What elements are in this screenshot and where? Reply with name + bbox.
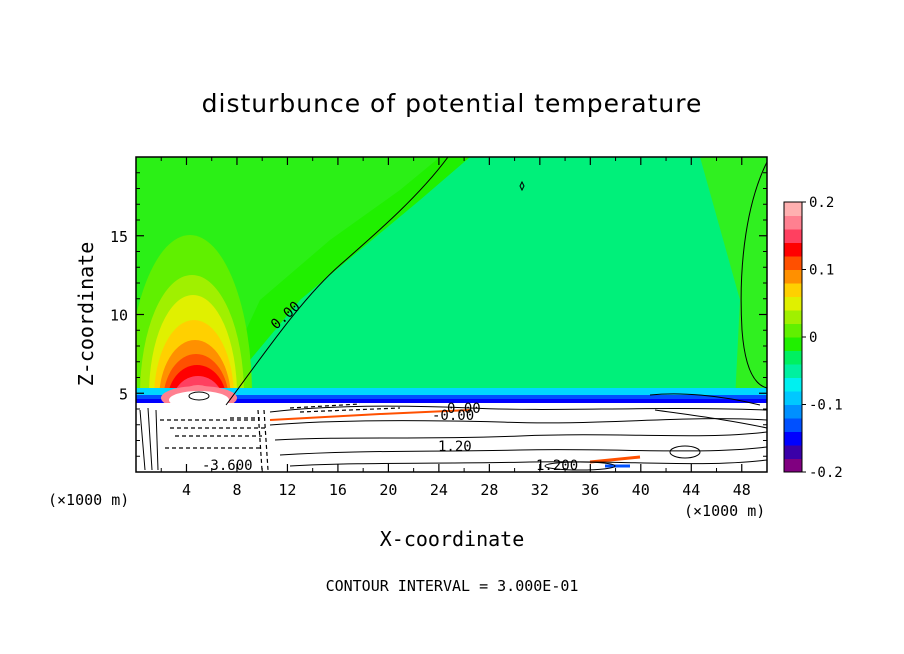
dashed-contours	[160, 403, 401, 471]
cold-band-navy	[136, 399, 767, 403]
contour-label-3: 1.20	[438, 439, 472, 455]
y-tick-label: 15	[110, 228, 128, 246]
x-tick-label: 32	[531, 481, 549, 499]
x-ticks: 4 8 12 16 20 24 28 32 36 40 44 48	[160, 157, 751, 499]
colorbar-segment	[784, 242, 802, 257]
contour-f	[649, 393, 761, 406]
colorbar-segment	[784, 229, 802, 243]
dashed-contour-1	[160, 417, 260, 421]
colorbar-segment	[784, 418, 802, 432]
zero-contour	[225, 157, 449, 406]
colorbar-segment	[784, 202, 802, 216]
colorbar-tick-label: 0	[809, 330, 817, 346]
contour-loop-1	[669, 445, 701, 459]
x-tick-label: 4	[182, 481, 191, 499]
plot-field: 0.00 0.00 -0.00 1.20 -3.600 1.200	[136, 157, 767, 474]
colorbar-segment	[784, 215, 802, 230]
dashed-contour-6	[263, 409, 269, 471]
contour-lines	[139, 157, 767, 471]
contour-label-2: -0.00	[432, 408, 474, 424]
contour-g	[654, 409, 767, 429]
small-loop	[519, 180, 525, 192]
colorbar-segment	[784, 337, 802, 351]
chart-title: disturbunce of potential temperature	[202, 89, 703, 118]
contour-interval: CONTOUR INTERVAL = 3.000E-01	[326, 577, 579, 595]
left-contour-2	[147, 407, 153, 471]
colorbar-segment	[784, 256, 802, 270]
colorbar-segment	[784, 364, 802, 378]
y-axis-label: Z-coordinate	[74, 242, 98, 387]
left-contour-3	[155, 409, 159, 471]
colorbar-segment	[784, 269, 802, 284]
colorbar-segment	[784, 404, 802, 419]
dashed-contour-5	[257, 409, 263, 471]
colorbar-segment	[784, 350, 802, 365]
warm-streak	[269, 409, 471, 421]
x-tick-label: 48	[733, 481, 751, 499]
contour-c	[274, 431, 767, 441]
x-tick-label: 36	[581, 481, 599, 499]
colorbar-tick-label: 0.2	[809, 195, 834, 211]
y-ticks: 5 10 15	[110, 172, 767, 457]
contour-loop-3	[188, 391, 210, 401]
colorbar-tick-label: -0.1	[809, 398, 843, 414]
x-tick-label: 24	[430, 481, 448, 499]
colorbar-segment	[784, 391, 802, 405]
colorbar-segment	[784, 310, 802, 324]
x-tick-label: 16	[329, 481, 347, 499]
colorbar-tick-label: -0.2	[809, 465, 843, 481]
colorbar	[784, 202, 802, 473]
cold-band-cyan	[136, 388, 767, 395]
contour-label-4: -3.600	[202, 458, 253, 474]
colorbar-segment	[784, 296, 802, 311]
colorbar-segment	[784, 377, 802, 392]
x-unit-right: (×1000 m)	[684, 502, 765, 520]
contour-loop-2	[544, 461, 616, 471]
colorbar-segment	[784, 283, 802, 297]
contour-label-1: 0.00	[447, 401, 481, 417]
y-tick-label: 10	[110, 307, 128, 325]
colorbar-segment	[784, 458, 802, 473]
cold-band-blue	[136, 395, 767, 400]
warm-streak-2	[589, 455, 641, 464]
x-tick-label: 40	[632, 481, 650, 499]
x-tick-label: 20	[379, 481, 397, 499]
contour-e	[289, 459, 767, 467]
colorbar-segment	[784, 445, 802, 459]
x-unit-left: (×1000 m)	[48, 491, 129, 509]
colorbar-tick-label: 0.1	[809, 263, 834, 279]
field-band-right	[700, 157, 767, 400]
x-tick-label: 8	[232, 481, 241, 499]
y-tick-label: 5	[119, 385, 128, 403]
colorbar-segment	[784, 323, 802, 338]
contour-label-5: 1.200	[536, 458, 578, 474]
zero-contour-right	[740, 161, 767, 389]
left-contour-1	[139, 409, 146, 471]
x-tick-label: 12	[278, 481, 296, 499]
x-tick-label: 28	[480, 481, 498, 499]
x-axis-label: X-coordinate	[380, 527, 525, 551]
colorbar-ticks: 0.2 0.1 0 -0.1 -0.2	[802, 195, 843, 481]
contour-b	[269, 418, 767, 426]
x-tick-label: 44	[682, 481, 700, 499]
colorbar-segment	[784, 431, 802, 446]
contour-a	[269, 405, 767, 413]
dashed-contour-7	[289, 403, 401, 413]
